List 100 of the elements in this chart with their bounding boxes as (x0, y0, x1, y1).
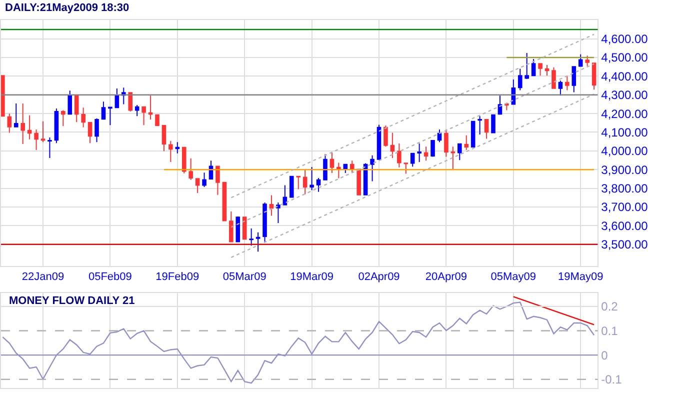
candlestick (565, 76, 570, 91)
candlestick (417, 142, 422, 162)
candlestick (316, 178, 321, 192)
candlestick (229, 210, 234, 242)
candlestick (470, 120, 476, 148)
x-tick-label: 02Apr09 (358, 271, 400, 284)
candlestick (61, 110, 66, 127)
candlestick (397, 142, 402, 168)
y-tick-label: 4,000.00 (601, 144, 648, 158)
candlestick (148, 95, 153, 120)
candlestick (384, 125, 388, 148)
candlestick (437, 128, 442, 143)
candlestick (20, 102, 25, 145)
candlestick (323, 154, 328, 180)
y-tick-label: 4,200.00 (601, 106, 648, 121)
candlestick (450, 146, 456, 170)
candlestick (168, 140, 173, 162)
x-tick-label: 05Mar09 (222, 271, 266, 284)
candlestick (350, 160, 354, 174)
candlestick (376, 124, 382, 160)
chart-title: DAILY:21May2009 18:30 (5, 2, 130, 14)
candlestick (142, 106, 146, 126)
candlestick (296, 176, 301, 190)
y-tick-label: 0 (601, 348, 608, 362)
candlestick (585, 55, 590, 67)
candlestick (175, 142, 180, 154)
chart-title: MONEY FLOW DAILY 21 (9, 295, 135, 307)
candlestick (182, 146, 186, 174)
candlestick (54, 108, 59, 144)
candlestick (276, 202, 280, 224)
candlestick (1, 75, 5, 117)
candlestick (478, 116, 482, 135)
y-tick-label: 4,500.00 (601, 50, 648, 65)
candlestick (491, 114, 496, 134)
candlestick (484, 119, 489, 140)
x-tick-label: 20Apr09 (425, 271, 468, 284)
candlestick (518, 68, 522, 91)
y-tick-label: 4,400.00 (601, 69, 648, 84)
y-tick-label: -0.1 (601, 372, 622, 387)
candlestick (74, 95, 79, 123)
candlestick (464, 134, 469, 150)
x-tick-label: 19Feb09 (156, 271, 200, 284)
y-tick-label: 4,600.00 (601, 32, 648, 46)
candlestick (202, 172, 206, 188)
candlestick (27, 114, 32, 140)
candlestick (236, 216, 240, 242)
candlestick (444, 128, 448, 158)
candlestick (290, 176, 294, 198)
candlestick (578, 54, 583, 67)
candlestick (114, 88, 120, 109)
candlestick (404, 162, 408, 174)
candlestick (188, 158, 193, 180)
y-tick-label: 3,900.00 (601, 162, 648, 177)
candlestick (390, 132, 395, 159)
candlestick (531, 58, 536, 76)
candlestick (458, 142, 462, 161)
candlestick (538, 62, 542, 76)
y-tick-label: 3,800.00 (601, 181, 648, 196)
candlestick (222, 182, 227, 222)
candlestick (155, 114, 160, 127)
x-tick-label: 19May09 (558, 271, 604, 284)
candlestick (249, 228, 254, 246)
candlestick (504, 103, 509, 111)
candlestick (40, 120, 46, 143)
candlestick (128, 92, 133, 112)
x-tick-label: 05May09 (490, 271, 536, 284)
candlestick (48, 136, 52, 159)
candlestick (101, 101, 106, 120)
candlestick (524, 52, 529, 80)
x-tick-label: 05Feb09 (88, 271, 132, 284)
candlestick (356, 168, 361, 196)
candlestick (498, 95, 502, 115)
y-tick-label: 3,600.00 (601, 218, 648, 233)
candlestick (544, 64, 550, 76)
candlestick (94, 118, 99, 143)
candlestick (88, 122, 92, 144)
candlestick (134, 104, 140, 117)
candlestick (310, 166, 314, 191)
candlestick (262, 202, 267, 242)
y-tick-label: 4,300.00 (601, 88, 648, 102)
candlestick (336, 162, 341, 179)
candlestick (592, 62, 596, 90)
candlestick (256, 232, 260, 252)
y-tick-label: 0.1 (601, 324, 618, 338)
x-tick-label: 22Jan09 (22, 271, 64, 284)
candlestick (558, 80, 563, 96)
candlestick (242, 216, 247, 240)
candlestick (370, 154, 374, 182)
candlestick (330, 152, 334, 174)
candlestick (302, 168, 308, 195)
y-tick-label: 4,100.00 (601, 125, 648, 140)
candlestick (572, 66, 576, 93)
candlestick (552, 66, 556, 89)
y-tick-label: 3,500.00 (601, 238, 648, 252)
candlestick (34, 128, 38, 150)
candlestick (7, 113, 12, 134)
candlestick (424, 146, 428, 162)
candlestick (81, 107, 86, 128)
candlestick (216, 166, 220, 196)
candlestick (269, 194, 274, 216)
